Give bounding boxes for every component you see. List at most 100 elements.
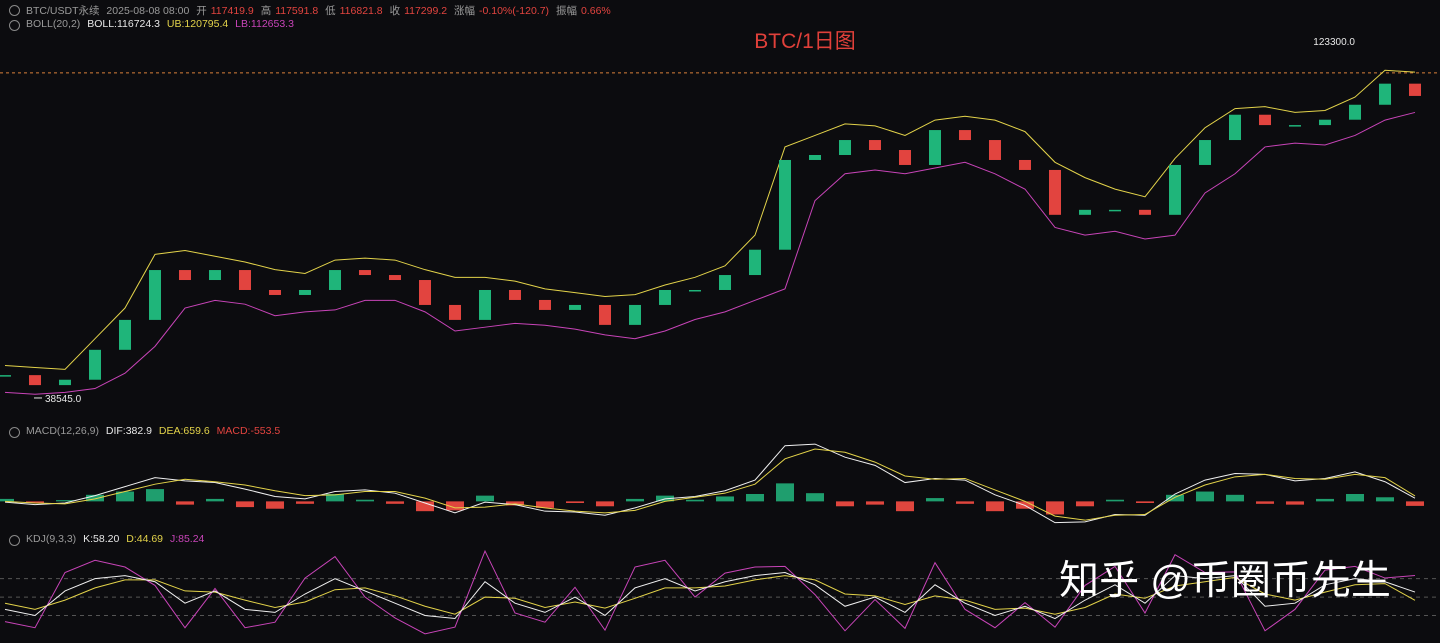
macd-bar [1046, 501, 1064, 515]
legend: K:58.20 [83, 533, 120, 545]
macd-legend: MACD(12,26,9) DIF:382.9 DEA:659.6 MACD:-… [26, 425, 284, 437]
label: 涨幅 [454, 5, 475, 17]
legend: MACD:-553.5 [216, 425, 281, 437]
candle [1409, 83, 1421, 96]
macd-bar [116, 491, 134, 502]
symbol: BTC/USDT永续 [26, 5, 100, 17]
macd-bar [536, 501, 554, 508]
candle [599, 304, 611, 325]
macd-bar [1406, 501, 1424, 506]
annotation: 123300.0 [1313, 37, 1355, 48]
indicator: KDJ(9,3,3) [26, 533, 77, 545]
legend: DEA:659.6 [158, 425, 210, 437]
candle [0, 375, 11, 377]
candle [569, 304, 581, 310]
candle [809, 154, 821, 160]
candle [1289, 125, 1301, 127]
line [4, 443, 1416, 524]
candle [839, 140, 851, 155]
candle [179, 270, 191, 281]
macd-bar [176, 501, 194, 505]
candle [539, 299, 551, 310]
icon [9, 427, 20, 438]
macd-bar [776, 483, 794, 502]
icon [9, 5, 20, 16]
candle [929, 130, 941, 165]
label: 振幅 [555, 5, 577, 17]
watermark: 知乎 @币圈币先生 [1059, 559, 1391, 603]
candle [1019, 159, 1031, 170]
macd-bar [1376, 497, 1394, 502]
label: 高 [260, 5, 272, 17]
label: 开 [196, 5, 207, 17]
candle [1259, 114, 1271, 126]
candle [629, 304, 641, 325]
indicator: MACD(12,26,9) [26, 425, 99, 437]
candle [689, 289, 701, 292]
macd-bar [1076, 501, 1094, 507]
value: 117591.8 [275, 5, 319, 17]
macd-bar [896, 501, 914, 512]
candle [329, 270, 341, 290]
macd-bar [746, 494, 764, 502]
macd-bar [386, 501, 404, 504]
candle [1169, 164, 1181, 215]
line [4, 549, 1416, 635]
boll-legend: BOLL(20,2) BOLL:116724.3 UB:120795.4 LB:… [26, 18, 298, 30]
macd-bar [416, 501, 434, 512]
candle [1109, 209, 1121, 212]
candle [119, 319, 131, 350]
legend: LB:112653.3 [235, 18, 294, 30]
kdj-legend: KDJ(9,3,3) K:58.20 D:44.69 J:85.24 [26, 533, 208, 545]
macd-bar [1346, 494, 1364, 502]
macd-bar [446, 501, 464, 511]
macd-bar [1256, 501, 1274, 504]
candle [29, 375, 41, 386]
macd-bar [1136, 501, 1154, 503]
candle [959, 130, 971, 141]
macd-bar [146, 489, 164, 502]
macd-bar [476, 495, 494, 502]
macd-bar [266, 501, 284, 509]
legend: BOLL:116724.3 [87, 18, 160, 30]
annotation: 38545.0 [45, 394, 82, 405]
macd-bar [596, 501, 614, 507]
indicator: BOLL(20,2) [26, 18, 81, 30]
value: 117299.2 [404, 5, 448, 17]
candle [659, 289, 671, 305]
candle [419, 280, 431, 305]
candle [1229, 114, 1241, 141]
macd-bar [296, 501, 314, 504]
candle [1079, 209, 1091, 215]
candle [149, 270, 161, 320]
candle [779, 159, 791, 250]
candle [1319, 119, 1331, 126]
macd-bar [0, 498, 14, 502]
macd-bar [1286, 501, 1304, 505]
candle [479, 289, 491, 320]
macd-bar [956, 501, 974, 504]
macd-bar [926, 498, 944, 502]
candle [299, 289, 311, 295]
macd-bar [236, 501, 254, 508]
macd-bar [1316, 498, 1334, 502]
macd-bar [626, 498, 644, 502]
macd-bar [1226, 494, 1244, 502]
line [4, 572, 1416, 620]
line [4, 575, 1416, 615]
macd-bar [806, 493, 824, 502]
icon [9, 20, 20, 31]
legend: J:85.24 [169, 533, 205, 545]
label: 低 [325, 5, 336, 17]
chart-title: BTC/1日图 [754, 30, 856, 53]
value: -0.10%(-120.7) [479, 5, 550, 17]
macd-bar [686, 499, 704, 502]
macd-bar [86, 494, 104, 502]
candle [209, 270, 221, 281]
candle [1349, 104, 1361, 120]
macd-bar [206, 498, 224, 502]
candle [59, 379, 71, 386]
